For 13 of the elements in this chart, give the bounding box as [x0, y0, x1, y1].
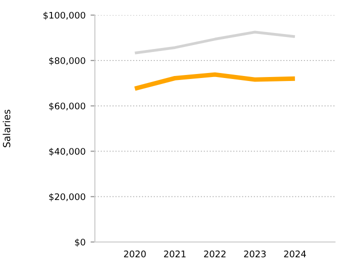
y-tick-label: $60,000 — [49, 102, 86, 111]
y-tick-label: $40,000 — [49, 148, 86, 156]
x-tick-label: 2022 — [204, 250, 226, 258]
y-axis-title: Salaries — [2, 110, 10, 148]
line-series — [133, 30, 296, 54]
x-tick-label: 2021 — [164, 250, 186, 258]
x-tick-label: 2020 — [124, 250, 146, 258]
y-tick-label: $20,000 — [49, 193, 86, 202]
y-tick-label: $80,000 — [49, 57, 86, 66]
x-tick-label: 2024 — [284, 250, 306, 258]
x-tick-label: 2023 — [244, 250, 266, 258]
y-tick-label: $100,000 — [43, 12, 86, 20]
y-tick-label: $0 — [75, 238, 86, 247]
